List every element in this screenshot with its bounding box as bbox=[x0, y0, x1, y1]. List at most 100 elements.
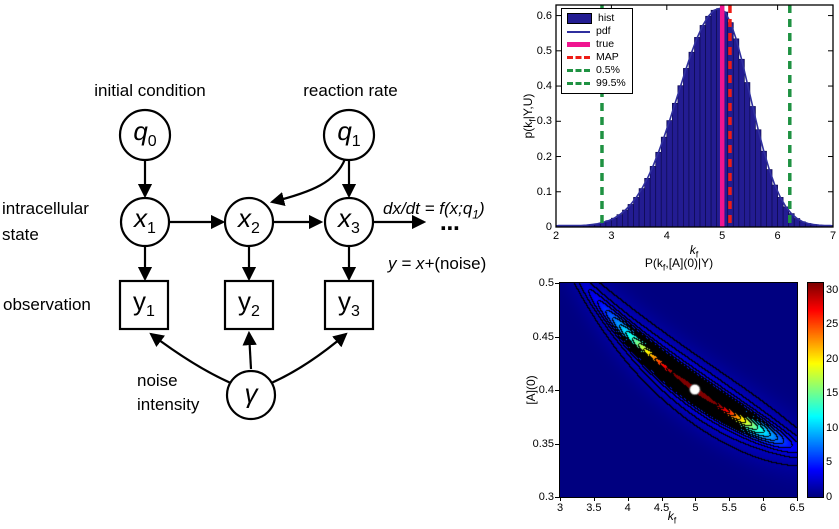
x-tick-mark bbox=[560, 497, 561, 501]
legend-swatch bbox=[567, 69, 590, 72]
legend-item-pdf: pdf bbox=[567, 25, 626, 38]
y-tick-label: 0.45 bbox=[532, 330, 554, 343]
x-tick-label: 7 bbox=[829, 230, 837, 242]
node-label-y1: y1 bbox=[133, 286, 155, 321]
hist-bar bbox=[699, 25, 706, 228]
node-subscript: 3 bbox=[351, 303, 360, 321]
x-tick-label: 4 bbox=[624, 502, 631, 514]
hist-bar bbox=[683, 68, 690, 228]
node-shape-x1 bbox=[119, 196, 171, 248]
hist-bar bbox=[766, 169, 773, 228]
colorbar-tick-label: 20 bbox=[826, 352, 839, 365]
colorbar-tick-label: 5 bbox=[826, 456, 833, 469]
x-tick-label: 6.5 bbox=[789, 502, 805, 514]
label-intensity: intensity bbox=[137, 395, 200, 414]
label-observation: observation bbox=[3, 295, 91, 314]
x-tick-mark bbox=[695, 497, 697, 501]
node-shape-q0 bbox=[118, 108, 172, 162]
arrow-gamma-y2 bbox=[242, 330, 257, 370]
y-tick-label: 0.1 bbox=[536, 185, 552, 198]
node-symbol: q bbox=[337, 116, 352, 147]
y-tick-mark bbox=[555, 390, 559, 391]
hist-bar bbox=[732, 38, 740, 228]
histogram-x-axis-label: kf bbox=[664, 243, 724, 259]
equation-observation: y = x+(noise) bbox=[388, 254, 486, 274]
node-symbol: y bbox=[338, 286, 352, 317]
equation-observation-noise: (noise) bbox=[434, 254, 487, 273]
x-tick-label: 5 bbox=[719, 230, 726, 242]
colorbar-tick-label: 15 bbox=[826, 387, 839, 400]
contour-density-canvas bbox=[560, 283, 797, 497]
node-subscript: 0 bbox=[147, 133, 157, 151]
node-label-x2: x2 bbox=[238, 203, 260, 238]
legend-label: 99.5% bbox=[596, 77, 626, 90]
node-label-x3: x3 bbox=[338, 203, 360, 238]
contour-xlabel-sub: f bbox=[673, 515, 677, 526]
node-label-y3: y3 bbox=[338, 286, 360, 321]
legend-swatch bbox=[567, 56, 590, 59]
legend-label: hist bbox=[598, 12, 615, 25]
hist-bar bbox=[749, 106, 756, 228]
diagram-edges-svg bbox=[118, 108, 427, 421]
diagram-arrows bbox=[137, 158, 427, 386]
contour-title-post: ,[A](0)|Y) bbox=[665, 256, 714, 270]
node-subscript: 1 bbox=[146, 303, 155, 321]
y-tick-label: 0.3 bbox=[536, 115, 552, 128]
label-intracellular: intracellular bbox=[2, 199, 89, 218]
colorbar-tick-label: 25 bbox=[826, 318, 839, 331]
node-symbol: q bbox=[133, 116, 148, 147]
colorbar-canvas bbox=[808, 283, 823, 497]
node-subscript: 2 bbox=[251, 303, 260, 321]
contour-plot-border bbox=[559, 282, 798, 498]
y-tick-mark bbox=[555, 336, 559, 338]
arrow-q1-x2 bbox=[269, 158, 347, 206]
y-tick-label: 0.4 bbox=[536, 80, 552, 93]
hist-bar bbox=[738, 58, 745, 228]
node-shape-q1 bbox=[322, 108, 376, 162]
y-tick-label: 0.4 bbox=[538, 384, 554, 396]
hist-bar bbox=[710, 9, 718, 228]
node-subscript: 1 bbox=[147, 220, 156, 238]
legend-label: MAP bbox=[596, 51, 619, 64]
label-noise: noise bbox=[137, 371, 178, 390]
pdf-line bbox=[555, 7, 834, 227]
x-tick-label: 6 bbox=[760, 502, 767, 514]
graphical-model-diagram: q0 q1 x1 x2 x3 y1 y2 y3 γ initial condition reac… bbox=[2, 82, 486, 421]
node-subscript: 3 bbox=[351, 220, 360, 238]
node-shape-gamma bbox=[225, 369, 277, 421]
hist-bar bbox=[688, 51, 695, 228]
hist-bar bbox=[744, 82, 751, 228]
equation-ode-close: ) bbox=[478, 199, 485, 218]
x-tick-label: 5 bbox=[692, 502, 699, 514]
hist-bar bbox=[660, 136, 668, 228]
y-tick-label: 0.5 bbox=[536, 44, 552, 57]
legend-item-hist: hist bbox=[567, 12, 626, 25]
x-tick-label: 5.5 bbox=[721, 502, 737, 514]
node-symbol: x bbox=[338, 203, 352, 234]
legend-swatch bbox=[567, 30, 590, 33]
hist-bar bbox=[771, 184, 778, 228]
hist-bar bbox=[655, 151, 662, 228]
equation-observation-lhs: y = x+ bbox=[388, 254, 435, 273]
node-shape-y3 bbox=[323, 279, 375, 331]
x-tick-mark bbox=[729, 497, 731, 501]
y-tick-mark bbox=[555, 283, 559, 284]
x-tick-mark bbox=[763, 497, 765, 501]
x-tick-label: 2 bbox=[552, 230, 560, 242]
x-tick-label: 3.5 bbox=[586, 502, 602, 514]
y-tick-mark bbox=[555, 497, 559, 498]
hist-bar bbox=[633, 197, 640, 228]
histogram-xlabel-sub: f bbox=[695, 249, 699, 260]
y-tick-label: 0.5 bbox=[538, 277, 554, 289]
x-tick-label: 3 bbox=[608, 230, 615, 242]
colorbar-tick-label: 30 bbox=[826, 283, 839, 296]
histogram-xlabel-base: k bbox=[689, 243, 696, 257]
x-tick-label: 3 bbox=[556, 502, 564, 514]
colorbar-tick-label: 10 bbox=[826, 421, 839, 434]
node-subscript: 1 bbox=[351, 133, 361, 151]
hist-bar bbox=[649, 166, 657, 228]
x-tick-mark bbox=[593, 497, 595, 501]
equation-ode: dx/dt = f(x;q1) bbox=[383, 199, 485, 221]
